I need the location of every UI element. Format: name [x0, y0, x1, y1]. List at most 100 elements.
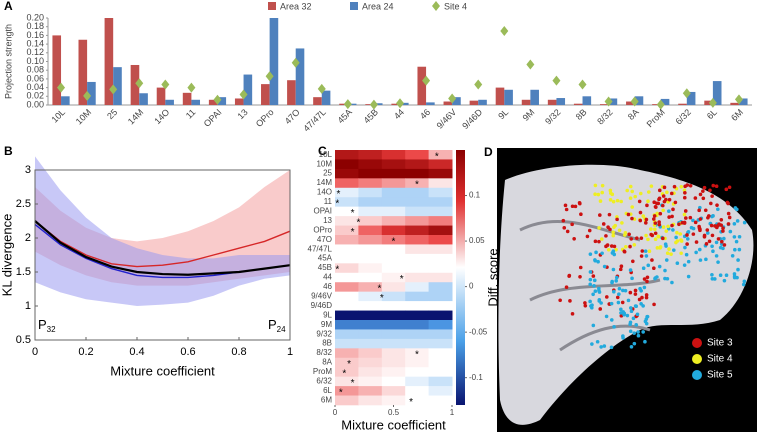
site-dot	[636, 333, 641, 338]
marker	[213, 94, 222, 105]
site-dot	[561, 218, 566, 223]
colorbar-tick-label: 0	[469, 282, 474, 291]
site-dot	[649, 232, 653, 237]
site-dot	[588, 277, 593, 282]
x-tick-label: 45B	[362, 107, 380, 125]
site-dot	[706, 214, 711, 218]
bar	[452, 97, 461, 105]
heatmap-cell	[335, 187, 359, 198]
site-dot	[605, 243, 610, 247]
site-dot	[672, 248, 676, 252]
site-dot	[689, 225, 694, 230]
legend-label: Site 5	[707, 370, 733, 381]
bar	[582, 96, 592, 105]
site-dot	[682, 212, 687, 217]
heatmap-cell	[335, 197, 359, 207]
panel-label: A	[4, 0, 13, 13]
site-dot	[608, 188, 613, 193]
heatmap-cell	[335, 338, 359, 349]
site-dot	[737, 234, 742, 239]
marker	[317, 83, 326, 94]
panel-label: C	[318, 144, 327, 158]
site-dot	[678, 232, 683, 236]
site-dot	[592, 284, 596, 288]
site-dot	[674, 240, 678, 245]
row-label: 8B	[322, 339, 332, 348]
x-tick-label: 47O	[283, 107, 302, 126]
heatmap-cell	[405, 395, 430, 406]
site-dot	[706, 231, 710, 235]
bar	[704, 100, 713, 105]
significance-star: *	[400, 274, 404, 285]
site-dot	[714, 184, 719, 189]
site-dot	[619, 307, 623, 312]
site-dot	[667, 247, 671, 251]
bar	[269, 18, 279, 105]
site-dot	[675, 230, 679, 235]
colorbar-tick-label: 0.05	[469, 236, 485, 245]
site-dot	[711, 249, 715, 253]
heatmap-cell	[381, 376, 406, 387]
heatmap-cell	[335, 386, 359, 396]
x-tick-label: 0.2	[78, 346, 93, 358]
marker	[57, 82, 66, 93]
site-dot	[733, 206, 738, 210]
site-dot	[661, 194, 666, 198]
x-tick-label: 0	[32, 346, 38, 358]
site-dot	[664, 258, 669, 262]
site-dot	[667, 197, 672, 202]
site-dot	[657, 188, 662, 193]
bar	[599, 104, 609, 105]
site-dot	[612, 244, 617, 249]
heatmap-cell	[335, 301, 359, 311]
heatmap-cell	[428, 376, 453, 387]
site-dot	[733, 247, 737, 252]
site-dot	[579, 212, 583, 216]
site-dot	[726, 211, 731, 216]
site-dot	[611, 267, 616, 272]
site-dot	[617, 228, 622, 233]
site-dot	[590, 342, 594, 346]
site-dot	[644, 321, 649, 326]
site-dot	[593, 239, 598, 244]
site-dot	[643, 249, 648, 253]
x-tick-label: OPAI	[202, 107, 224, 129]
site-dot	[704, 242, 709, 246]
site-dot	[608, 191, 613, 195]
site-dot	[625, 313, 630, 318]
site-dot	[661, 225, 666, 229]
site-dot	[632, 341, 637, 346]
heatmap-cell	[335, 376, 359, 387]
annotation: P24	[268, 317, 286, 334]
site-dot	[642, 277, 647, 281]
heatmap-cell	[428, 282, 453, 292]
row-label: 11	[324, 197, 333, 206]
site-dot	[623, 233, 627, 237]
colorbar	[456, 150, 465, 405]
significance-star: *	[342, 369, 346, 380]
heatmap-cell	[428, 244, 453, 255]
heatmap-cell	[335, 282, 359, 292]
x-tick-label: 8B	[574, 107, 589, 122]
y-tick-label: 2	[25, 232, 31, 244]
site-dot	[710, 233, 715, 238]
site-dot	[652, 302, 656, 307]
site-dot	[611, 233, 616, 238]
bar	[191, 99, 201, 105]
heatmap-cell	[358, 320, 383, 330]
site-dot	[612, 289, 616, 294]
bar	[52, 35, 62, 105]
row-label: 9/46D	[311, 301, 333, 310]
heatmap-cell	[381, 338, 406, 349]
heatmap-cell	[358, 150, 383, 160]
site-dot	[616, 300, 621, 305]
site-dot	[633, 292, 638, 296]
bar	[347, 103, 357, 105]
site-dot	[716, 207, 720, 212]
heatmap-cell	[335, 357, 359, 368]
bar	[652, 104, 661, 105]
site-dot	[573, 204, 578, 209]
x-tick-label: 10M	[74, 107, 93, 126]
x-tick-label: 1	[450, 408, 455, 417]
